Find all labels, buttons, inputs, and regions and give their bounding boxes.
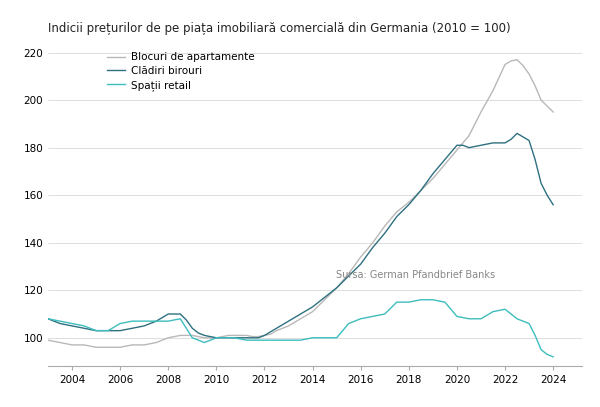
Blocuri de apartamente <box>201 335 208 340</box>
Clădiri birouri <box>514 131 521 136</box>
Spații retail <box>219 335 226 340</box>
Blocuri de apartamente <box>225 333 232 338</box>
Clădiri birouri <box>128 326 136 331</box>
Legend: Blocuri de apartamente, Clădiri birouri, Spații retail: Blocuri de apartamente, Clădiri birouri,… <box>107 53 254 90</box>
Blocuri de apartamente <box>303 313 310 317</box>
Clădiri birouri <box>44 316 52 321</box>
Text: Indicii prețurilor de pe piața imobiliară comercială din Germania (2010 = 100): Indicii prețurilor de pe piața imobiliar… <box>48 22 511 35</box>
Line: Spații retail: Spații retail <box>48 300 553 357</box>
Spații retail <box>526 321 533 326</box>
Text: Sursa: German Pfandbrief Banks: Sursa: German Pfandbrief Banks <box>337 270 496 280</box>
Clădiri birouri <box>303 308 310 313</box>
Clădiri birouri <box>195 330 202 335</box>
Clădiri birouri <box>213 335 220 340</box>
Clădiri birouri <box>550 202 557 207</box>
Spații retail <box>195 338 202 343</box>
Spații retail <box>417 297 424 302</box>
Line: Clădiri birouri: Clădiri birouri <box>48 133 553 338</box>
Blocuri de apartamente <box>44 338 52 343</box>
Blocuri de apartamente <box>550 109 557 114</box>
Clădiri birouri <box>532 157 539 162</box>
Blocuri de apartamente <box>207 335 214 340</box>
Line: Blocuri de apartamente: Blocuri de apartamente <box>48 60 553 347</box>
Spații retail <box>44 316 52 321</box>
Clădiri birouri <box>225 335 232 340</box>
Spații retail <box>128 319 136 324</box>
Blocuri de apartamente <box>514 57 521 62</box>
Blocuri de apartamente <box>92 345 100 350</box>
Spații retail <box>297 338 304 343</box>
Spații retail <box>550 354 557 359</box>
Clădiri birouri <box>201 333 208 338</box>
Blocuri de apartamente <box>134 342 142 347</box>
Spații retail <box>201 340 208 345</box>
Blocuri de apartamente <box>532 83 539 88</box>
